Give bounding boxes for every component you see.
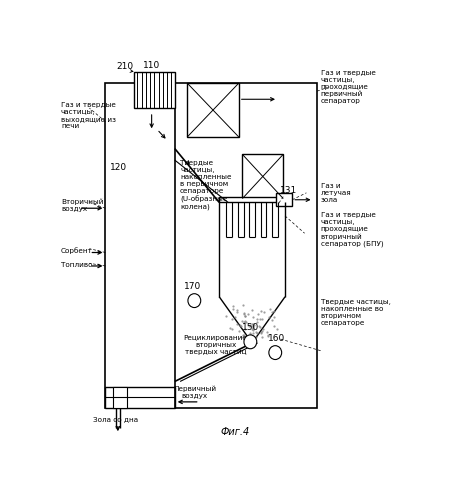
Bar	[276, 193, 292, 206]
Circle shape	[188, 294, 201, 308]
Text: Газ и
летучая
зола: Газ и летучая зола	[321, 183, 351, 203]
Text: 120: 120	[110, 164, 127, 172]
Text: Газ и твердые
частицы,
проходящие
первичный
сепаратор: Газ и твердые частицы, проходящие первич…	[321, 70, 375, 104]
Circle shape	[269, 346, 282, 360]
Text: Фиг.4: Фиг.4	[221, 426, 250, 436]
Text: Газ и твердые
частицы,
проходящие
вторичный
сепаратор (БПУ): Газ и твердые частицы, проходящие вторич…	[321, 212, 383, 247]
Bar	[187, 83, 239, 137]
Circle shape	[244, 335, 257, 349]
Text: 170: 170	[184, 282, 201, 291]
Text: Вторичный
воздух: Вторичный воздух	[61, 198, 103, 212]
Text: 160: 160	[269, 334, 285, 343]
Text: Топливо: Топливо	[61, 262, 92, 268]
Text: Первичный
воздух: Первичный воздух	[173, 386, 216, 399]
Text: 210: 210	[117, 62, 134, 71]
Text: Газ и твердые
частицы,
выходящие из
печи: Газ и твердые частицы, выходящие из печи	[61, 102, 116, 130]
Text: Зола со дна: Зола со дна	[93, 416, 138, 422]
Text: 110: 110	[143, 60, 160, 70]
Text: 150: 150	[242, 323, 259, 332]
Bar	[134, 72, 175, 108]
Bar	[242, 154, 283, 198]
Text: Сорбент: Сорбент	[61, 246, 93, 254]
Text: Твердые частицы,
накопленные во
вторичном
сепараторе: Твердые частицы, накопленные во вторично…	[321, 298, 391, 326]
Text: 131: 131	[280, 186, 297, 194]
Bar	[106, 387, 175, 408]
Bar	[106, 83, 317, 408]
Text: Твердые
частицы,
накопленные
в первичном
сепараторе
(U-образные
колена): Твердые частицы, накопленные в первичном…	[180, 160, 232, 210]
Bar	[112, 387, 127, 408]
Text: Рециклирование
вторичных
твердых частиц: Рециклирование вторичных твердых частиц	[184, 336, 247, 355]
Bar	[219, 196, 285, 202]
